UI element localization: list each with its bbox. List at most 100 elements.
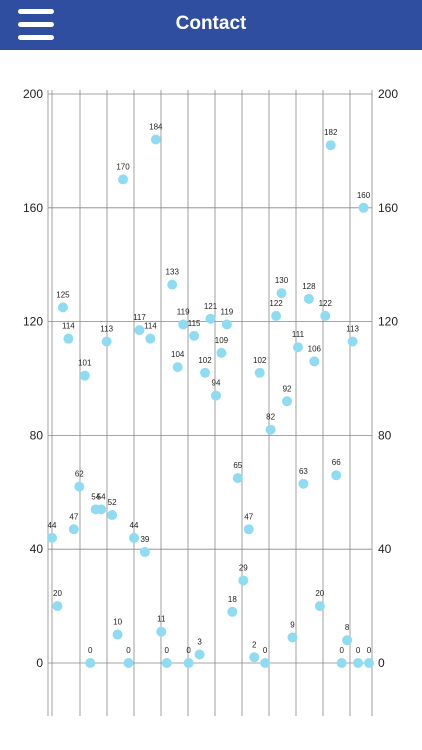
data-label: 111 [292,330,305,339]
data-label: 113 [100,325,113,334]
data-point [364,658,374,668]
data-label: 54 [97,492,106,501]
y-tick-label-left: 120 [23,315,43,329]
data-point [314,601,325,612]
data-label: 62 [75,470,84,479]
data-point [298,478,309,489]
data-point [347,336,358,347]
data-label: 125 [56,290,70,299]
data-label: 182 [324,128,338,137]
data-point [205,313,216,324]
data-label: 82 [266,413,275,422]
data-label: 10 [113,618,122,627]
data-point [74,481,85,492]
data-point [150,134,161,145]
data-point [118,174,129,185]
data-point [358,202,369,213]
data-label: 133 [166,268,180,277]
data-point [260,658,271,668]
data-label: 0 [356,646,361,655]
data-point [178,319,189,330]
data-point [287,632,298,643]
data-point [221,319,232,330]
data-point [303,293,314,304]
data-point [52,601,63,612]
data-label: 122 [269,299,283,308]
data-label: 115 [188,319,201,328]
data-point [216,347,227,358]
data-point [79,370,90,381]
data-point [134,325,145,336]
y-axis-left: 0 40 80 120 160 200 [23,87,43,670]
data-label: 65 [233,461,242,470]
data-label: 104 [171,350,185,359]
data-point [96,504,107,515]
data-label: 0 [165,646,170,655]
data-label: 54 [91,492,100,501]
data-point [145,333,156,344]
data-point [282,396,293,407]
data-label: 66 [332,458,341,467]
data-point [331,470,342,481]
data-label: 47 [244,512,253,521]
data-label: 101 [78,359,92,368]
data-label: 44 [48,521,57,530]
data-point [63,333,74,344]
data-point [353,658,364,668]
data-label: 18 [228,595,237,604]
data-label: 119 [177,307,190,316]
data-label: 102 [198,356,212,365]
data-label: 52 [108,498,117,507]
hamburger-menu-icon[interactable] [18,8,54,42]
data-point [210,390,221,401]
data-point [47,532,57,543]
y-tick-label-right: 120 [378,315,398,329]
data-label: 8 [345,623,350,632]
data-points [47,134,374,668]
y-tick-label-right: 0 [378,656,385,670]
data-label: 11 [157,615,166,624]
data-point [167,279,178,290]
y-tick-label-left: 160 [23,201,43,215]
data-label: 0 [186,646,191,655]
data-label: 0 [263,646,268,655]
data-point [101,336,112,347]
data-label: 114 [144,322,157,331]
data-point [238,575,249,586]
data-point [271,310,282,321]
data-label: 122 [319,299,333,308]
data-label: 39 [140,535,149,544]
data-label: 121 [204,302,218,311]
data-label: 128 [302,282,316,291]
y-tick-label-right: 40 [378,542,392,556]
data-label: 9 [290,620,295,629]
data-point [254,367,265,378]
data-point [112,629,123,640]
data-point [325,140,336,151]
data-label: 47 [69,512,78,521]
data-label: 170 [116,162,130,171]
data-label: 44 [130,521,139,530]
data-label: 0 [339,646,344,655]
data-point [276,288,287,299]
data-label: 3 [197,637,202,646]
y-axis-right: 0 40 80 120 160 200 [378,87,398,670]
data-point [194,649,205,660]
data-point [57,302,68,313]
data-point [161,658,172,668]
data-label: 113 [346,325,359,334]
data-point [68,524,79,535]
y-tick-label-right: 200 [378,87,398,101]
data-point [265,424,276,435]
data-label: 0 [88,646,93,655]
data-point [227,606,238,617]
data-label: 29 [239,563,248,572]
data-label: 184 [149,123,163,132]
data-label: 20 [53,589,62,598]
y-tick-label-left: 0 [36,656,43,670]
data-point [172,362,183,373]
data-point [189,330,200,341]
data-label: 106 [308,344,322,353]
data-point [128,532,139,543]
